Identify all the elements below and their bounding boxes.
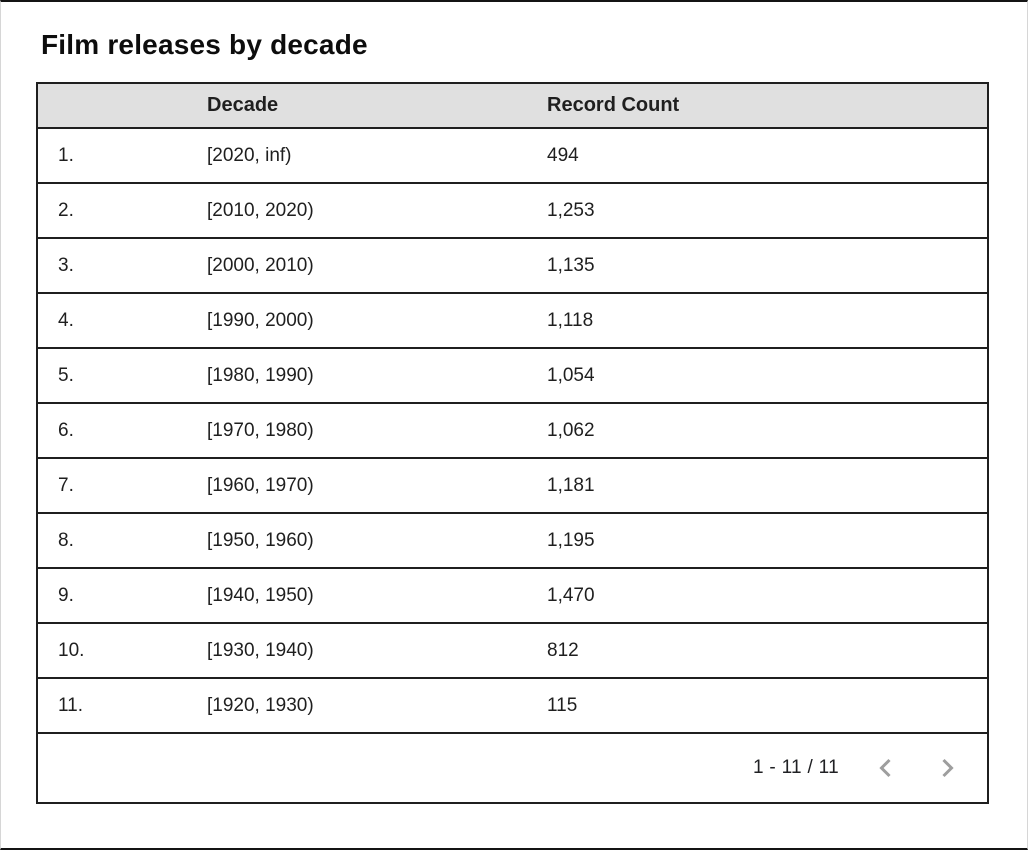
row-number: 6.: [37, 403, 207, 459]
table-row: 3. [2000, 2010) 1,135: [37, 238, 988, 294]
decade-cell: [1940, 1950): [207, 568, 547, 624]
decade-cell: [2010, 2020): [207, 183, 547, 239]
decade-cell: [2020, inf): [207, 128, 547, 184]
table-row: 8. [1950, 1960) 1,195: [37, 513, 988, 569]
table-row: 2. [2010, 2020) 1,253: [37, 183, 988, 239]
pagination: 1 - 11 / 11: [38, 754, 961, 782]
decade-table: Decade Record Count 1. [2020, inf) 494 2…: [36, 82, 989, 804]
row-number: 9.: [37, 568, 207, 624]
record-count-cell: 115: [547, 678, 988, 734]
decade-cell: [1930, 1940): [207, 623, 547, 679]
decade-cell: [2000, 2010): [207, 238, 547, 294]
decade-cell: [1950, 1960): [207, 513, 547, 569]
record-count-cell: 1,253: [547, 183, 988, 239]
decade-cell: [1920, 1930): [207, 678, 547, 734]
previous-page-button[interactable]: [872, 754, 900, 782]
record-count-cell: 1,195: [547, 513, 988, 569]
record-count-cell: 812: [547, 623, 988, 679]
pagination-range-label: 1 - 11 / 11: [752, 757, 839, 778]
row-number: 7.: [37, 458, 207, 514]
table-row: 6. [1970, 1980) 1,062: [37, 403, 988, 459]
table-row: 11. [1920, 1930) 115: [37, 678, 988, 734]
column-header-index: [37, 83, 207, 129]
row-number: 3.: [37, 238, 207, 294]
row-number: 5.: [37, 348, 207, 404]
chevron-right-icon: [934, 755, 960, 781]
column-header-decade[interactable]: Decade: [207, 83, 547, 129]
table-row: 7. [1960, 1970) 1,181: [37, 458, 988, 514]
record-count-cell: 1,118: [547, 293, 988, 349]
table-header-row: Decade Record Count: [37, 83, 988, 129]
table-row: 5. [1980, 1990) 1,054: [37, 348, 988, 404]
decade-cell: [1970, 1980): [207, 403, 547, 459]
record-count-cell: 1,181: [547, 458, 988, 514]
row-number: 10.: [37, 623, 207, 679]
record-count-cell: 1,135: [547, 238, 988, 294]
decade-cell: [1980, 1990): [207, 348, 547, 404]
record-count-cell: 1,470: [547, 568, 988, 624]
record-count-cell: 1,062: [547, 403, 988, 459]
decade-cell: [1960, 1970): [207, 458, 547, 514]
record-count-cell: 494: [547, 128, 988, 184]
table-row: 1. [2020, inf) 494: [37, 128, 988, 184]
row-number: 11.: [37, 678, 207, 734]
row-number: 1.: [37, 128, 207, 184]
row-number: 2.: [37, 183, 207, 239]
record-count-cell: 1,054: [547, 348, 988, 404]
chevron-left-icon: [873, 755, 899, 781]
table-row: 4. [1990, 2000) 1,118: [37, 293, 988, 349]
decade-cell: [1990, 2000): [207, 293, 547, 349]
table-row: 9. [1940, 1950) 1,470: [37, 568, 988, 624]
table-footer-row: 1 - 11 / 11: [37, 733, 988, 803]
row-number: 8.: [37, 513, 207, 569]
column-header-record-count[interactable]: Record Count: [547, 83, 988, 129]
table-row: 10. [1930, 1940) 812: [37, 623, 988, 679]
row-number: 4.: [37, 293, 207, 349]
next-page-button[interactable]: [933, 754, 961, 782]
page-title: Film releases by decade: [41, 29, 368, 60]
